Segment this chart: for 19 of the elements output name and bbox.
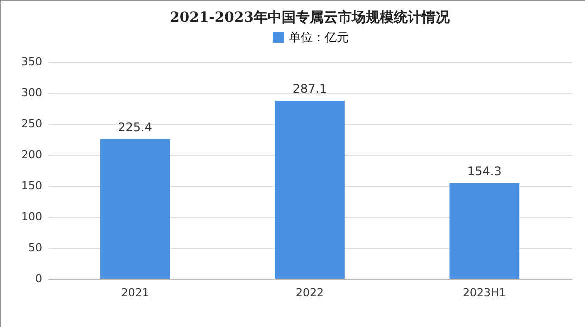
bar (275, 101, 345, 279)
data-label: 287.1 (292, 82, 328, 96)
chart-title: 2021-2023年中国专属云市场规模统计情况 (170, 9, 451, 26)
y-tick-label: 350 (22, 56, 42, 68)
y-tick-label: 50 (28, 242, 42, 254)
y-tick-label: 0 (36, 272, 42, 286)
y-tick-label: 300 (22, 86, 42, 100)
data-label: 154.3 (467, 164, 502, 178)
bar (100, 139, 170, 279)
x-tick-label: 2021 (121, 286, 150, 300)
y-tick-label: 150 (22, 180, 42, 192)
y-tick-label: 100 (22, 210, 42, 224)
data-label: 225.4 (118, 120, 153, 134)
y-tick-label: 200 (22, 148, 42, 162)
y-tick-label: 250 (22, 118, 42, 130)
bar (450, 183, 520, 279)
legend-label: 单位：亿元 (289, 30, 349, 44)
x-tick-label: 2023H1 (463, 286, 506, 300)
x-tick-label: 2022 (296, 286, 324, 300)
